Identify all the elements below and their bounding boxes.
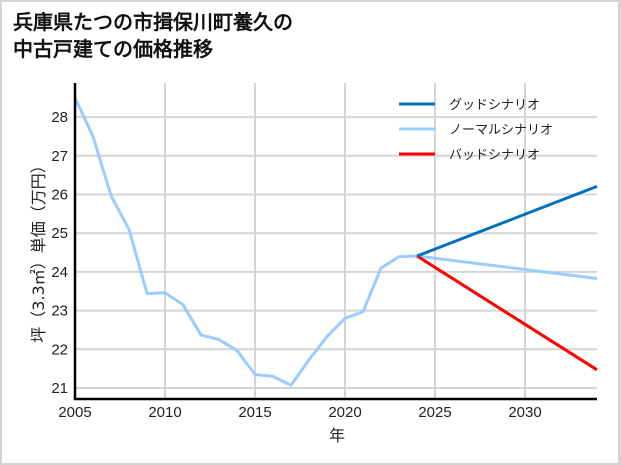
legend-item-good: グッドシナリオ — [399, 98, 540, 113]
chart-title-line1: 兵庫県たつの市揖保川町養久の — [13, 10, 293, 34]
data-lines — [73, 97, 598, 387]
normal-scenario-line — [416, 254, 598, 280]
chart-title-line2: 中古戸建ての価格推移 — [13, 37, 213, 61]
x-tick-label: 2015 — [238, 404, 271, 421]
y-tick-labels: 21 22 23 24 25 26 27 28 — [51, 109, 68, 397]
x-tick-labels: 2005 2010 2015 2020 2025 2030 — [58, 404, 541, 421]
historical-line — [73, 97, 418, 387]
legend-label: ノーマルシナリオ — [449, 123, 553, 138]
bad-scenario-line — [416, 254, 598, 372]
x-tick-label: 2025 — [418, 404, 451, 421]
y-tick-label: 22 — [51, 341, 68, 358]
x-tick-label: 2020 — [328, 404, 361, 421]
x-tick-label: 2030 — [508, 404, 541, 421]
legend-label: グッドシナリオ — [449, 98, 540, 113]
y-tick-label: 23 — [51, 303, 68, 320]
x-tick-label: 2010 — [148, 404, 181, 421]
axes — [73, 83, 597, 401]
y-tick-label: 28 — [51, 109, 68, 126]
y-tick-label: 26 — [51, 187, 68, 204]
x-axis-label: 年 — [329, 426, 345, 445]
x-tick-label: 2005 — [58, 404, 91, 421]
good-scenario-line — [416, 184, 598, 258]
grid-lines — [75, 83, 597, 399]
legend-label: バッドシナリオ — [449, 148, 540, 163]
y-tick-label: 25 — [51, 225, 68, 242]
chart-title: 兵庫県たつの市揖保川町養久の 中古戸建ての価格推移 — [13, 9, 293, 63]
legend-item-bad: バッドシナリオ — [399, 148, 540, 163]
y-tick-label: 27 — [51, 148, 68, 165]
y-tick-label: 24 — [51, 264, 68, 281]
legend-item-normal: ノーマルシナリオ — [399, 123, 553, 138]
y-axis-label: 坪（3.3㎡）単価（万円） — [29, 157, 48, 342]
y-tick-label: 21 — [51, 380, 68, 397]
